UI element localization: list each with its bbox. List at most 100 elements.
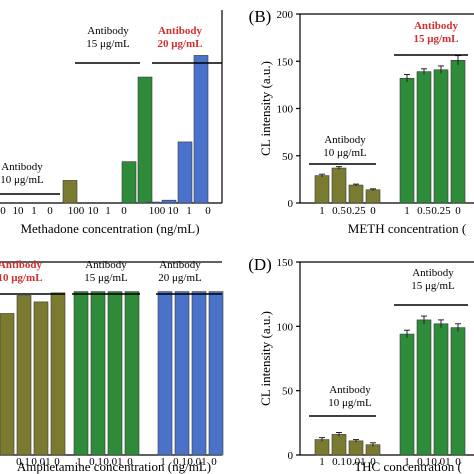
panel-b-y-axis-title: CL intensity (a.u.) [258, 61, 273, 156]
panel-c-bar [33, 301, 49, 456]
panel-b-x-tick-label: 0.5 [332, 205, 346, 217]
panel-a-group-label-concentration: 10 μg/mL [0, 174, 44, 186]
panel-b-bar [314, 175, 330, 204]
panel-c-x-tick-label: 0.1 [89, 456, 103, 468]
panel-c-bar [191, 291, 207, 456]
panel-b-bar [416, 71, 432, 204]
panel-a-bar [193, 55, 209, 204]
panel-d-y-tick-label: 0 [288, 450, 294, 462]
panel-c-x-tick-label: 0 [211, 456, 217, 468]
panel-b-y-tick-label: 50 [282, 151, 294, 163]
panel-d-bar [331, 434, 347, 456]
panel-c-group-label-antibody: Antibody [0, 259, 43, 271]
panel-d-bar [450, 327, 466, 456]
panel-c-x-tick-label: 0.01 [187, 456, 206, 468]
panel-a-bar [121, 161, 137, 204]
panel-b-group-label-concentration: 10 μg/mL [323, 147, 367, 159]
panel-d-y-tick-label: 100 [277, 321, 294, 333]
panel-a-group-label-concentration: 20 μg/mL [157, 38, 202, 50]
panel-d-bar [314, 439, 330, 456]
panel-c-x-tick-label: 1 [160, 456, 166, 468]
panel-b-bar [433, 69, 449, 204]
panel-c-x-tick-label: 0 [127, 456, 133, 468]
panel-b-group-label-antibody: Antibody [324, 134, 366, 146]
panel-b-y-tick-label: 200 [277, 9, 294, 21]
panel-a-group-label-antibody: Antibody [1, 161, 43, 173]
panel-a-x-tick-label: 10 [13, 205, 25, 217]
panel-d-x-tick-label: 0.01 [346, 456, 365, 468]
panel-d-group-label-concentration: 10 μg/mL [328, 397, 372, 409]
panel-b-bar [450, 60, 466, 204]
panel-d-panel-label: (D) [248, 255, 272, 274]
panel-d-y-tick-label: 50 [282, 386, 294, 398]
panel-b-group-label-antibody: Antibody [414, 20, 459, 32]
panel-d-x-tick-label: 0.01 [431, 456, 450, 468]
panel-b-x-tick-label: 1 [404, 205, 410, 217]
panel-b-y-tick-label: 0 [288, 198, 294, 210]
panel-c-group-label-concentration: 10 μg/mL [0, 272, 43, 284]
panel-d-x-axis-title: THC concentration ( [354, 459, 462, 474]
panel-b-bar [399, 77, 415, 204]
panel-b-x-tick-label: 0.5 [417, 205, 431, 217]
panel-a-x-tick-label: 0 [205, 205, 211, 217]
panel-b-bar [348, 184, 364, 204]
panel-a-x-tick-label: 100 [149, 205, 166, 217]
panel-b-x-tick-label: 0 [370, 205, 376, 217]
panel-a-x-tick-label: 1 [105, 205, 111, 217]
panel-b-group-label-concentration: 15 μg/mL [413, 33, 458, 45]
panel-d-x-tick-label: 1 [319, 456, 325, 468]
panel-d-bar [399, 333, 415, 456]
panel-d-bar [348, 440, 364, 456]
panel-b-bar [331, 167, 347, 204]
panel-c-group-label-antibody: Antibody [159, 259, 201, 271]
panel-b-x-tick-label: 0.25 [346, 205, 366, 217]
panel-c-x-axis-title: Amphetamine concentration (ng/mL) [17, 459, 211, 474]
panel-a-bar [161, 199, 177, 204]
panel-a-bar [62, 180, 78, 204]
panel-c-bar [124, 291, 140, 456]
panel-d-group-label-antibody: Antibody [329, 384, 371, 396]
panel-c-bar [157, 291, 173, 456]
panel-d-x-tick-label: 1 [404, 456, 410, 468]
panel-c-bar [50, 292, 66, 456]
panel-a-x-tick-label: 0 [47, 205, 53, 217]
panel-a-x-tick-label: 10 [88, 205, 100, 217]
panel-a-bar [177, 141, 193, 204]
panel-d-bar [416, 319, 432, 456]
panel-d-x-tick-label: 0 [370, 456, 376, 468]
panel-a-x-tick-label: 1 [31, 205, 37, 217]
panel-d-bar [433, 323, 449, 456]
panel-d-x-tick-label: 0.1 [332, 456, 346, 468]
panel-a-x-tick-label: 1 [186, 205, 192, 217]
panel-d-group-label-concentration: 15 μg/mL [411, 280, 455, 292]
panel-c-group-label-concentration: 20 μg/mL [158, 272, 202, 284]
panel-d-group-label-antibody: Antibody [412, 267, 454, 279]
panel-b-x-axis-title: METH concentration ( [348, 221, 466, 236]
panel-d-x-tick-label: 0.1 [417, 456, 431, 468]
panel-b-x-tick-label: 0.25 [431, 205, 451, 217]
panel-a-x-tick-label: 0 [121, 205, 127, 217]
panel-c-group-label-antibody: Antibody [85, 259, 127, 271]
panel-c-x-tick-label: 0.01 [103, 456, 122, 468]
panel-a-group-label-antibody: Antibody [158, 25, 203, 37]
panel-a-x-tick-label: 100 [68, 205, 85, 217]
panel-a-x-tick-label: 0 [0, 205, 6, 217]
panel-a-bar [145, 201, 161, 204]
panel-d-x-tick-label: 0 [455, 456, 461, 468]
panel-b-x-tick-label: 0 [455, 205, 461, 217]
panel-a-bar [137, 76, 153, 204]
panel-b-y-tick-label: 100 [277, 104, 294, 116]
panel-c-bar [174, 291, 190, 456]
panel-c-x-tick-label: 0.1 [16, 456, 30, 468]
panel-c-bar [0, 313, 15, 456]
panel-a-group-label-antibody: Antibody [87, 25, 129, 37]
panel-a-group-label-concentration: 15 μg/mL [86, 38, 130, 50]
panel-c-x-tick-label: 0.01 [31, 456, 50, 468]
panel-c-bar [16, 295, 32, 456]
panel-c-bar [90, 291, 106, 456]
panel-c-bar [73, 291, 89, 456]
panel-c-x-tick-label: 0 [54, 456, 60, 468]
panel-b-x-tick-label: 1 [319, 205, 325, 217]
panel-c-x-tick-label: 1 [76, 456, 82, 468]
